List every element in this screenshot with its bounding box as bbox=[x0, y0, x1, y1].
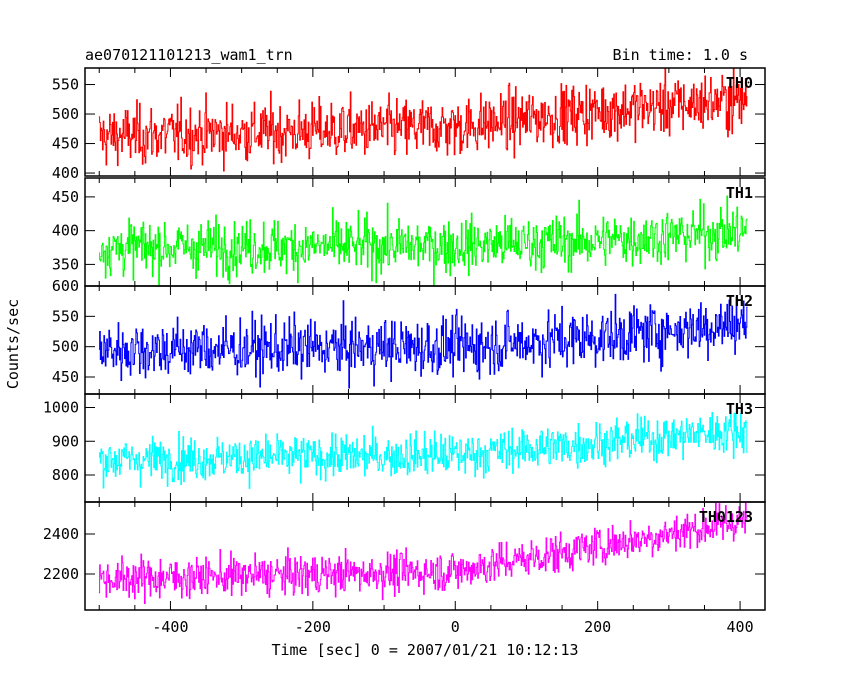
y-tick-label-th0: 450 bbox=[52, 135, 79, 153]
lightcurve-th2 bbox=[98, 293, 748, 389]
panel-label-th3: TH3 bbox=[726, 400, 753, 418]
panel-label-th0: TH0 bbox=[726, 74, 753, 92]
panels-group: 400 450 500 550 TH0 350 400 450 TH1 450 500 550 600 T… bbox=[43, 67, 766, 636]
x-tick-label: -200 bbox=[295, 618, 331, 636]
bin-time-label: Bin time: 1.0 s bbox=[613, 46, 748, 64]
y-tick-label-th0: 400 bbox=[52, 164, 79, 182]
lightcurve-th1 bbox=[98, 195, 748, 286]
y-tick-label-th3: 1000 bbox=[43, 399, 79, 417]
y-tick-label-th0: 500 bbox=[52, 105, 79, 123]
panel-label-th0123: TH0123 bbox=[699, 508, 753, 526]
y-tick-label-th0123: 2400 bbox=[43, 525, 79, 543]
x-tick-label: 200 bbox=[584, 618, 611, 636]
x-tick-label: 400 bbox=[727, 618, 754, 636]
y-tick-label-th1: 450 bbox=[52, 188, 79, 206]
x-tick-label: -400 bbox=[152, 618, 188, 636]
y-tick-label-th2: 450 bbox=[52, 368, 79, 386]
y-tick-label-th3: 800 bbox=[52, 466, 79, 484]
y-tick-label-th2: 500 bbox=[52, 338, 79, 356]
y-tick-label-th3: 900 bbox=[52, 432, 79, 450]
y-tick-label-th2: 550 bbox=[52, 307, 79, 325]
panel-label-th2: TH2 bbox=[726, 292, 753, 310]
panel-frame-th0123 bbox=[84, 501, 766, 611]
lightcurve-th3 bbox=[98, 411, 748, 489]
panel-frame-th0 bbox=[84, 67, 766, 177]
x-tick-label: 0 bbox=[451, 618, 460, 636]
y-tick-label-th0: 550 bbox=[52, 76, 79, 94]
x-axis-label: Time [sec] 0 = 2007/01/21 10:12:13 bbox=[271, 641, 578, 659]
lightcurve-th0 bbox=[98, 68, 748, 172]
y-tick-label-th0123: 2200 bbox=[43, 565, 79, 583]
y-tick-label-th2: 600 bbox=[52, 277, 79, 295]
lightcurve-th0123 bbox=[98, 502, 748, 605]
chart-title: ae070121101213_wam1_trn bbox=[85, 46, 293, 64]
panel-label-th1: TH1 bbox=[726, 184, 753, 202]
y-axis-label: Counts/sec bbox=[4, 299, 22, 389]
y-tick-label-th1: 350 bbox=[52, 255, 79, 273]
y-tick-label-th1: 400 bbox=[52, 222, 79, 240]
